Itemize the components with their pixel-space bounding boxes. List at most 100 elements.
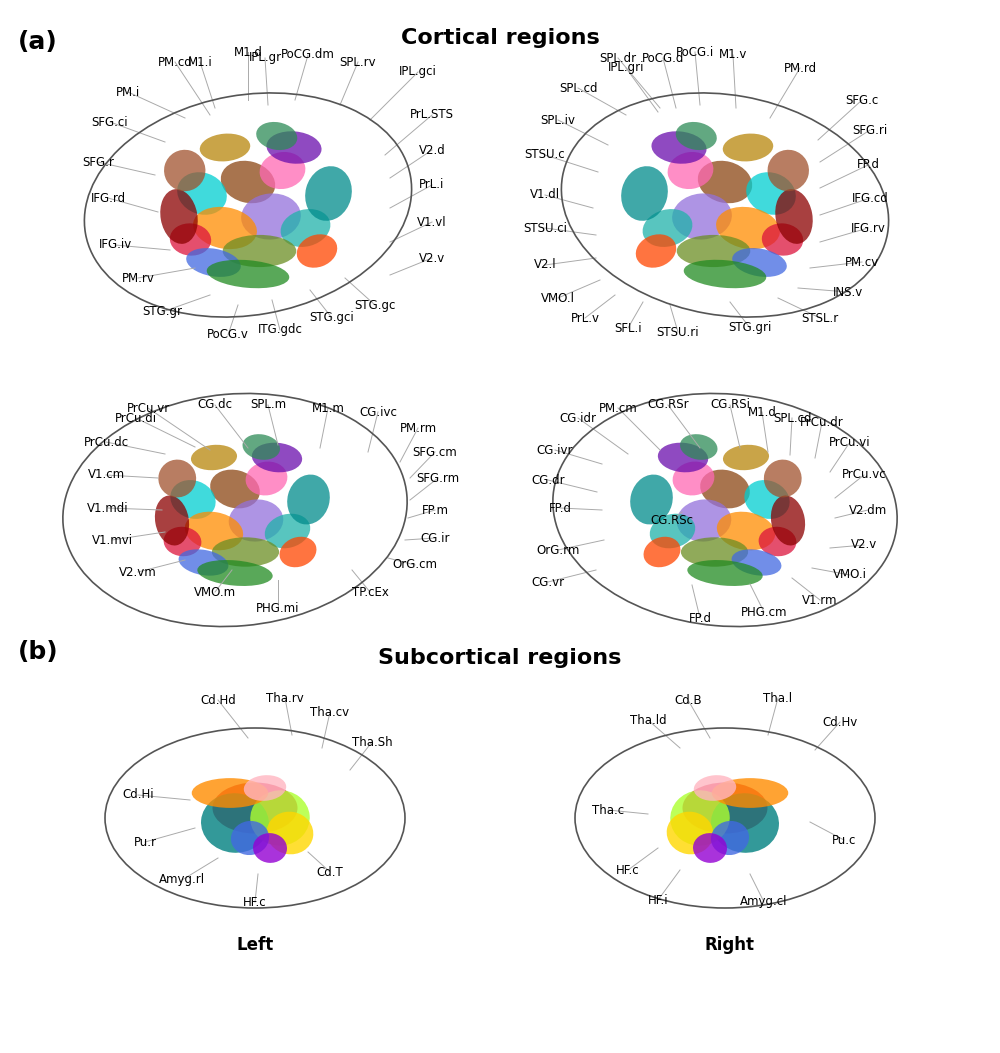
Ellipse shape (775, 190, 813, 244)
Text: STG.gr: STG.gr (142, 305, 182, 318)
Ellipse shape (658, 442, 708, 473)
Text: Cd.Hv: Cd.Hv (822, 715, 858, 729)
Ellipse shape (768, 150, 809, 192)
Ellipse shape (716, 206, 780, 250)
Ellipse shape (717, 512, 775, 551)
Text: PrL.STS: PrL.STS (410, 108, 454, 121)
Text: PM.cv: PM.cv (845, 256, 879, 269)
Text: SPL.iv: SPL.iv (540, 114, 576, 126)
Text: INS.v: INS.v (833, 285, 863, 298)
Text: PrCu.dc: PrCu.dc (83, 436, 129, 449)
Text: IPL.gci: IPL.gci (399, 65, 437, 79)
Text: STSU.c: STSU.c (525, 148, 565, 161)
Text: M1.d: M1.d (748, 405, 776, 418)
Ellipse shape (280, 537, 316, 568)
Ellipse shape (682, 782, 768, 834)
Text: V1.dl: V1.dl (530, 188, 560, 201)
Text: STG.gci: STG.gci (310, 312, 354, 324)
Text: SPL.m: SPL.m (250, 398, 286, 412)
Text: PoCG.dm: PoCG.dm (281, 48, 335, 61)
Text: M1.m: M1.m (312, 401, 344, 415)
Text: PoCG.d: PoCG.d (642, 52, 684, 64)
Ellipse shape (667, 812, 713, 854)
Text: STSU.ci: STSU.ci (523, 221, 567, 235)
Ellipse shape (170, 480, 216, 519)
Text: FP.d: FP.d (548, 501, 572, 515)
Text: V1.mvi: V1.mvi (91, 534, 133, 547)
Text: PM.rm: PM.rm (399, 421, 437, 435)
Ellipse shape (252, 442, 302, 473)
Ellipse shape (677, 235, 750, 267)
Text: Pu.c: Pu.c (832, 834, 856, 847)
Ellipse shape (698, 161, 752, 203)
Text: HF.c: HF.c (243, 895, 267, 909)
Text: VMO.l: VMO.l (541, 292, 575, 304)
Ellipse shape (266, 132, 322, 163)
Ellipse shape (680, 434, 717, 460)
Ellipse shape (253, 833, 287, 862)
Ellipse shape (305, 166, 352, 221)
Text: CG.RSc: CG.RSc (650, 514, 694, 526)
Text: CG.ir: CG.ir (420, 532, 450, 544)
Text: FP.d: FP.d (688, 612, 712, 624)
Text: Cd.T: Cd.T (317, 866, 343, 878)
Ellipse shape (764, 459, 802, 497)
Text: M1.i: M1.i (188, 56, 212, 68)
Text: CG.dc: CG.dc (198, 398, 232, 412)
Ellipse shape (636, 235, 676, 267)
Ellipse shape (687, 560, 763, 585)
Ellipse shape (160, 190, 198, 244)
Text: PrCu.vr: PrCu.vr (126, 401, 170, 415)
Text: Left: Left (236, 936, 274, 954)
Ellipse shape (746, 173, 796, 215)
Ellipse shape (243, 434, 280, 460)
Text: PrCu.vc: PrCu.vc (842, 469, 886, 481)
Text: PHG.cm: PHG.cm (741, 605, 787, 618)
Ellipse shape (711, 821, 749, 855)
Text: SPL.cd: SPL.cd (773, 412, 811, 424)
Text: Cortical regions: Cortical regions (401, 28, 599, 48)
Text: M1.d: M1.d (234, 45, 262, 59)
Text: CG.RSr: CG.RSr (647, 398, 689, 412)
Ellipse shape (197, 560, 273, 585)
Text: IPL.gri: IPL.gri (608, 61, 644, 75)
Ellipse shape (231, 821, 269, 855)
Text: PoCG.i: PoCG.i (676, 45, 714, 59)
Text: V2.vm: V2.vm (119, 565, 157, 578)
Ellipse shape (732, 550, 781, 576)
Ellipse shape (297, 235, 337, 267)
Ellipse shape (700, 470, 750, 509)
Text: Tha.c: Tha.c (592, 803, 624, 816)
Text: Subcortical regions: Subcortical regions (378, 648, 622, 668)
Ellipse shape (186, 249, 241, 277)
Ellipse shape (267, 812, 313, 854)
Text: PM.rd: PM.rd (783, 61, 817, 75)
Ellipse shape (244, 775, 286, 801)
Ellipse shape (164, 150, 205, 192)
Text: CG.vr: CG.vr (531, 576, 565, 589)
Text: HF.i: HF.i (648, 894, 668, 907)
Ellipse shape (241, 194, 301, 240)
Ellipse shape (191, 444, 237, 471)
Ellipse shape (681, 537, 748, 567)
Ellipse shape (179, 550, 228, 576)
Text: PM.cm: PM.cm (599, 401, 637, 415)
Text: IFG.iv: IFG.iv (98, 238, 132, 252)
Text: SFG.c: SFG.c (845, 94, 879, 106)
Ellipse shape (712, 778, 788, 808)
Ellipse shape (229, 499, 283, 541)
Text: STG.gri: STG.gri (728, 321, 772, 335)
Text: STSU.ri: STSU.ri (657, 325, 699, 338)
Text: SFG.cm: SFG.cm (413, 445, 457, 458)
Ellipse shape (210, 470, 260, 509)
Text: PrCu.vi: PrCu.vi (829, 436, 871, 449)
Ellipse shape (630, 475, 673, 524)
Text: FP.m: FP.m (422, 503, 448, 517)
Ellipse shape (771, 496, 805, 545)
Ellipse shape (759, 526, 796, 556)
Ellipse shape (265, 514, 310, 549)
Ellipse shape (212, 537, 279, 567)
Text: Tha.rv: Tha.rv (266, 692, 304, 704)
Ellipse shape (155, 496, 189, 545)
Ellipse shape (250, 791, 310, 846)
